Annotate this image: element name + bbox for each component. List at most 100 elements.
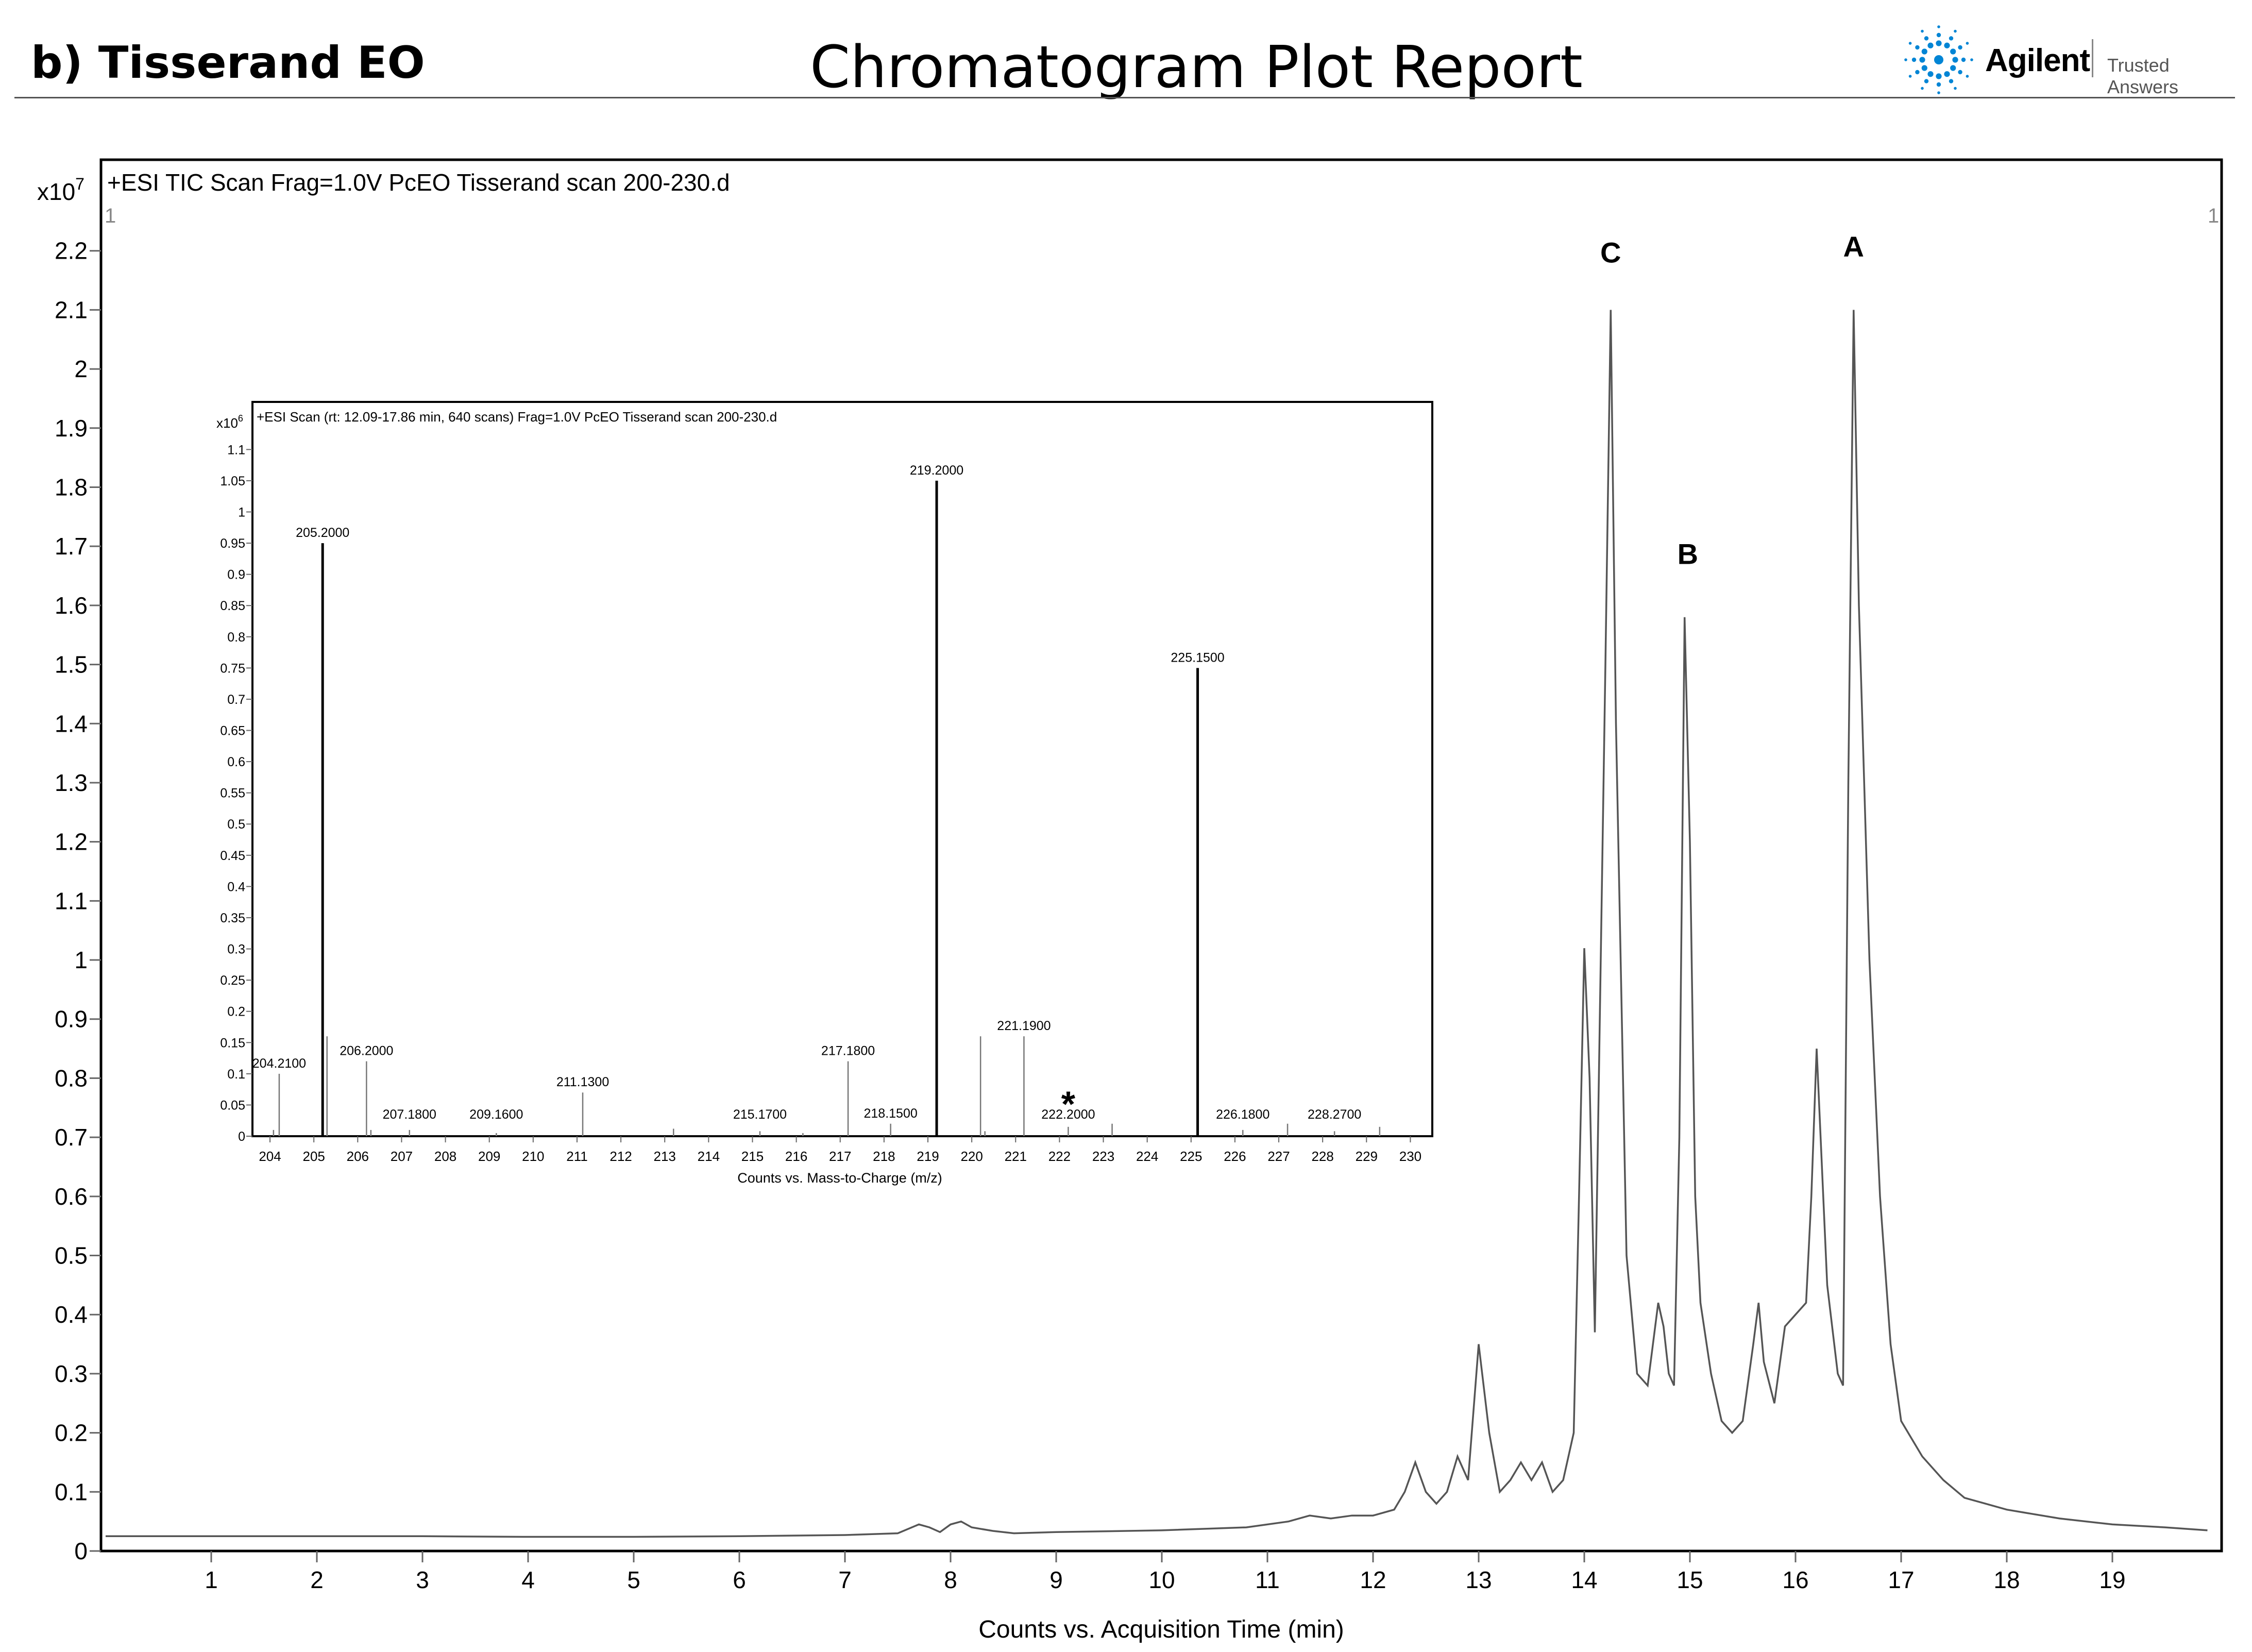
main-x-tick-label: 18 — [1993, 1566, 2020, 1593]
inset-y-tick-label: 0.35 — [220, 911, 245, 925]
inset-x-tick-label: 215 — [741, 1149, 764, 1164]
spark-dot — [1904, 58, 1907, 61]
main-y-tick-label: 2 — [74, 356, 88, 382]
inset-y-tick-label: 0.55 — [220, 786, 245, 801]
main-y-tick-label: 1.3 — [55, 769, 88, 796]
spark-dot — [1966, 42, 1969, 45]
spark-dot — [1936, 73, 1942, 79]
inset-x-tick-label: 217 — [829, 1149, 851, 1164]
main-y-tick-label: 0.1 — [55, 1478, 88, 1505]
inset-x-tick-label: 205 — [302, 1149, 325, 1164]
inset-x-tick-label: 207 — [391, 1149, 413, 1164]
main-plot-title: +ESI TIC Scan Frag=1.0V PcEO Tisserand s… — [107, 169, 730, 196]
spark-dot — [1954, 87, 1957, 90]
main-x-tick-label: 12 — [1360, 1566, 1386, 1593]
spark-dot — [1927, 42, 1934, 48]
page-title-left: b) Tisserand EO — [31, 37, 425, 89]
spark-dot — [1949, 36, 1954, 41]
main-y-tick-label: 1.5 — [55, 651, 88, 678]
inset-y-tick-label: 0.45 — [220, 849, 245, 863]
main-y-tick-label: 0.5 — [55, 1242, 88, 1269]
inset-y-tick-label: 0.8 — [227, 630, 245, 645]
main-x-axis-label: Counts vs. Acquisition Time (min) — [978, 1616, 1344, 1643]
spark-dot — [1944, 71, 1950, 77]
inset-y-tick-label: 0.85 — [220, 599, 245, 613]
spectrum-peak-label: 219.2000 — [910, 463, 963, 478]
spectrum-peak-label: 221.1900 — [997, 1019, 1051, 1033]
inset-y-tick-label: 1.05 — [220, 474, 245, 488]
inset-x-tick-label: 226 — [1224, 1149, 1246, 1164]
main-y-tick-label: 1.6 — [55, 592, 88, 619]
inset-plot-title: +ESI Scan (rt: 12.09-17.86 min, 640 scan… — [257, 409, 777, 425]
spark-dot — [1952, 57, 1958, 63]
chromatogram-series-line — [106, 310, 2208, 1538]
main-x-tick-label: 3 — [416, 1566, 429, 1593]
inset-y-tick-label: 0.7 — [227, 693, 245, 707]
inset-x-tick-label: 211 — [566, 1149, 587, 1164]
inset-y-tick-label: 0.4 — [227, 880, 245, 894]
asterisk-annotation: * — [1061, 1084, 1076, 1124]
spark-dot — [1911, 57, 1917, 62]
spark-dot — [1936, 32, 1941, 38]
spark-dot — [1961, 57, 1966, 62]
main-y-tick-label: 1 — [74, 947, 88, 973]
spark-dot — [1921, 87, 1924, 90]
spectrum-peak-label: 207.1800 — [383, 1107, 436, 1122]
main-x-tick-label: 15 — [1677, 1566, 1703, 1593]
inset-y-tick-label: 0.9 — [227, 568, 245, 582]
inset-x-tick-label: 212 — [609, 1149, 632, 1164]
inset-y-tick-label: 0.75 — [220, 661, 245, 676]
spark-dot — [1919, 57, 1925, 63]
spark-dot — [1924, 79, 1929, 83]
spark-dot — [1927, 71, 1934, 77]
main-y-tick-label: 1.9 — [55, 415, 88, 442]
inset-y-tick-label: 0.15 — [220, 1036, 245, 1050]
inset-x-tick-label: 210 — [522, 1149, 544, 1164]
spark-dot — [1937, 91, 1940, 94]
main-y-tick-label: 0 — [74, 1538, 88, 1564]
main-x-tick-label: 7 — [838, 1566, 852, 1593]
spark-dot — [1954, 29, 1957, 33]
spectrum-peak-label: 206.2000 — [340, 1044, 393, 1058]
page-title: Chromatogram Plot Report — [810, 34, 1583, 101]
main-x-tick-label: 8 — [944, 1566, 957, 1593]
main-y-tick-label: 0.8 — [55, 1065, 88, 1091]
main-y-tick-label: 1.4 — [55, 710, 88, 737]
inset-x-tick-label: 229 — [1356, 1149, 1378, 1164]
inset-y-tick-label: 0.95 — [220, 536, 245, 551]
logo-text: Agilent — [1985, 43, 2090, 78]
main-x-tick-label: 5 — [627, 1566, 640, 1593]
spectrum-peak-label: 218.1500 — [864, 1106, 918, 1121]
inset-x-tick-label: 222 — [1048, 1149, 1071, 1164]
main-y-tick-label: 0.9 — [55, 1006, 88, 1033]
main-x-tick-label: 2 — [310, 1566, 324, 1593]
spectrum-peak-label: 205.2000 — [296, 526, 349, 540]
inset-x-tick-label: 214 — [698, 1149, 720, 1164]
inset-x-tick-label: 208 — [434, 1149, 456, 1164]
inset-plot-frame — [251, 401, 1433, 1137]
spark-dot — [1949, 79, 1954, 83]
main-y-tick-label: 0.3 — [55, 1360, 88, 1387]
main-x-tick-label: 13 — [1465, 1566, 1492, 1593]
inset-x-tick-label: 227 — [1267, 1149, 1290, 1164]
agilent-logo: Agilent Trusted Answers — [1900, 24, 2235, 97]
inset-x-tick-label: 206 — [347, 1149, 369, 1164]
inset-y-tick-label: 0.65 — [220, 724, 245, 738]
inset-x-tick-label: 230 — [1399, 1149, 1421, 1164]
main-x-tick-label: 4 — [521, 1566, 535, 1593]
main-corner-label-right: 1 — [2208, 205, 2219, 227]
spark-dot — [1958, 70, 1962, 75]
main-x-tick-label: 19 — [2099, 1566, 2125, 1593]
logo-tagline: Trusted Answers — [2107, 55, 2179, 97]
main-y-tick-label: 1.8 — [55, 474, 88, 500]
spark-dot — [1921, 48, 1927, 55]
spark-dot — [1915, 70, 1920, 75]
spectrum-peak-label: 211.1300 — [556, 1075, 609, 1089]
spectrum-peak-label: 226.1800 — [1216, 1107, 1269, 1122]
agilent-spark-icon — [1904, 25, 1973, 94]
inset-x-tick-label: 216 — [785, 1149, 807, 1164]
spectrum-peak-label: 222.2000 — [1041, 1107, 1095, 1122]
spark-dot — [1936, 40, 1942, 46]
main-x-tick-label: 10 — [1148, 1566, 1175, 1593]
